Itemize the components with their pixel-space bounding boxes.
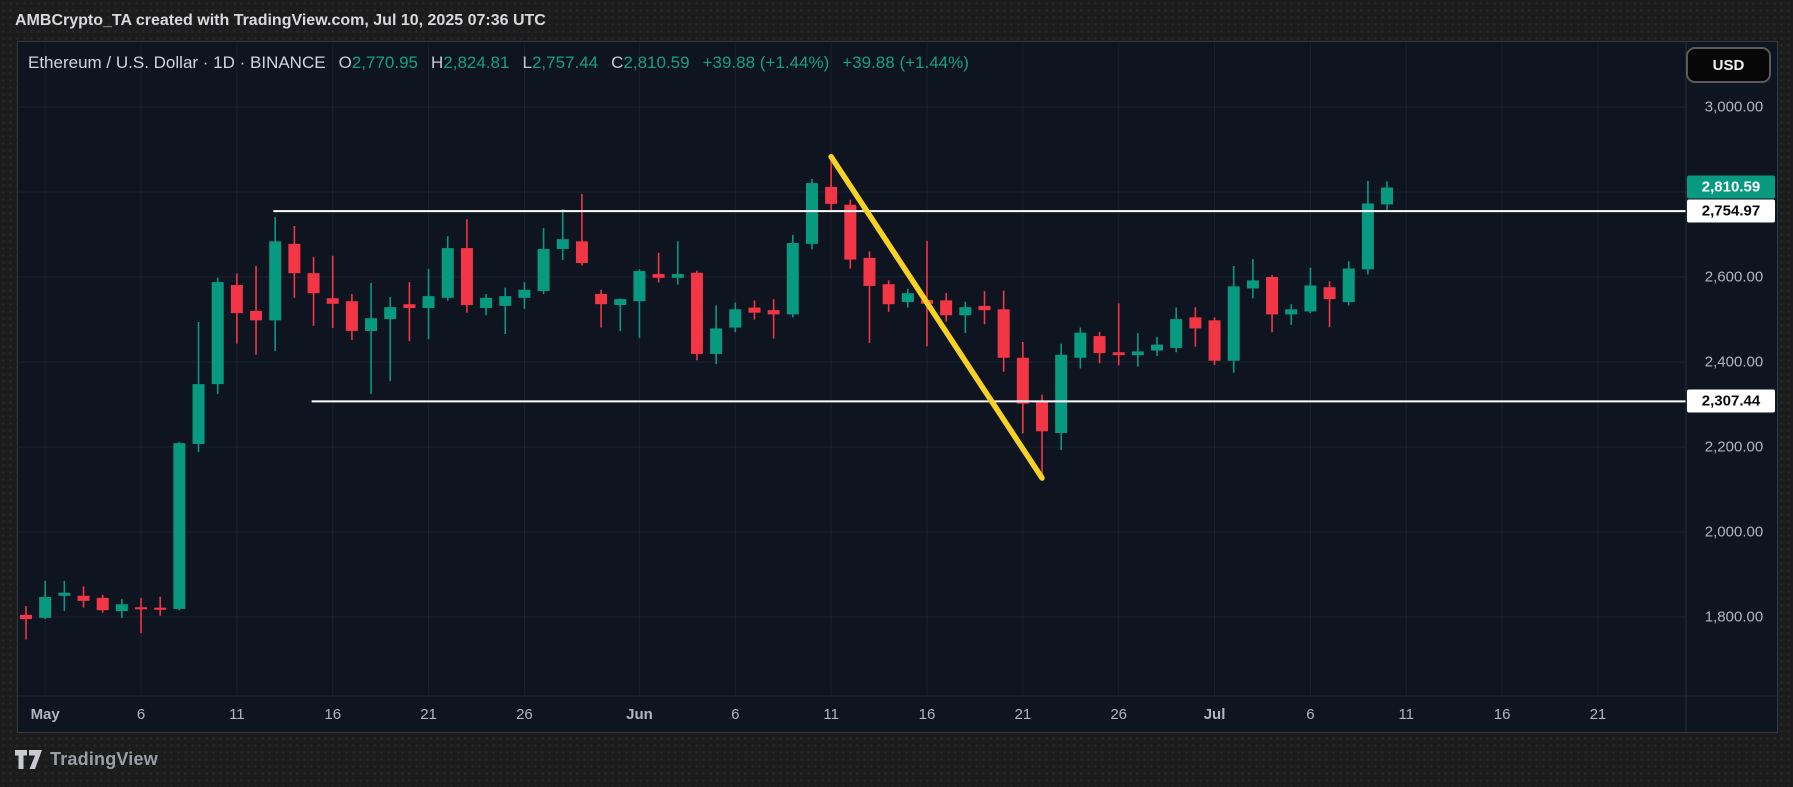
change-absolute-percent-2: +39.88 (+1.44%)	[842, 53, 969, 72]
chart-container: Ethereum / U.S. Dollar · 1D · BINANCE O2…	[17, 41, 1779, 734]
trend-line-drawing[interactable]	[828, 153, 1045, 481]
price-axis-label: 2,000.00	[1704, 523, 1764, 541]
time-axis-label: 16	[1493, 706, 1511, 723]
price-axis-label: 2,200.00	[1704, 438, 1764, 456]
time-axis-label: May	[30, 706, 60, 723]
time-axis-label: 11	[823, 706, 839, 723]
tradingview-logo-icon	[15, 749, 42, 769]
time-axis-label: 16	[918, 706, 936, 723]
price-axis-label: 3,000.00	[1704, 98, 1764, 116]
price-axis-label: 2,400.00	[1704, 353, 1764, 371]
time-axis-label: 6	[136, 706, 146, 723]
change-absolute-percent: +39.88 (+1.44%)	[702, 53, 830, 72]
time-scale[interactable]	[18, 696, 1686, 734]
level-price-badge: 2,307.44	[1687, 389, 1775, 413]
time-axis-label: 6	[1306, 706, 1315, 723]
time-axis-label: 16	[324, 706, 342, 723]
tradingview-logo-text: TradingView	[50, 748, 158, 769]
time-axis-label: Jun	[626, 706, 653, 723]
time-axis-label: 21	[1589, 706, 1607, 723]
tradingview-logo-link[interactable]: TradingView	[15, 746, 158, 772]
time-axis-label: 21	[1014, 706, 1032, 723]
ohlc-open: O2,770.95	[338, 53, 418, 72]
attribution-text: AMBCrypto_TA created with TradingView.co…	[15, 12, 546, 29]
currency-usd-button[interactable]: USD	[1686, 47, 1771, 83]
time-axis-label: Jul	[1203, 706, 1226, 723]
time-axis-label: 6	[731, 706, 740, 723]
time-axis-label: 11	[1398, 706, 1415, 723]
symbol-title: Ethereum / U.S. Dollar · 1D · BINANCE	[28, 53, 326, 72]
ohlc-close: C2,810.59	[611, 53, 690, 72]
level-price-badge: 2,754.97	[1687, 199, 1775, 223]
price-axis-label: 1,800.00	[1704, 608, 1764, 626]
price-axis-label: 2,600.00	[1704, 268, 1764, 286]
time-axis-label: 26	[516, 706, 533, 723]
ohlc-high: H2,824.81	[431, 53, 510, 72]
time-axis-label: 26	[1110, 706, 1128, 723]
symbol-legend[interactable]: Ethereum / U.S. Dollar · 1D · BINANCE O2…	[28, 53, 969, 73]
time-axis-label: 11	[229, 706, 245, 723]
ohlc-low: L2,757.44	[522, 53, 599, 72]
time-axis-label: 21	[420, 706, 437, 723]
chart-canvas[interactable]	[18, 42, 1779, 734]
candlestick-series[interactable]	[20, 156, 1394, 640]
current-price-badge: 2,810.59	[1687, 175, 1775, 199]
